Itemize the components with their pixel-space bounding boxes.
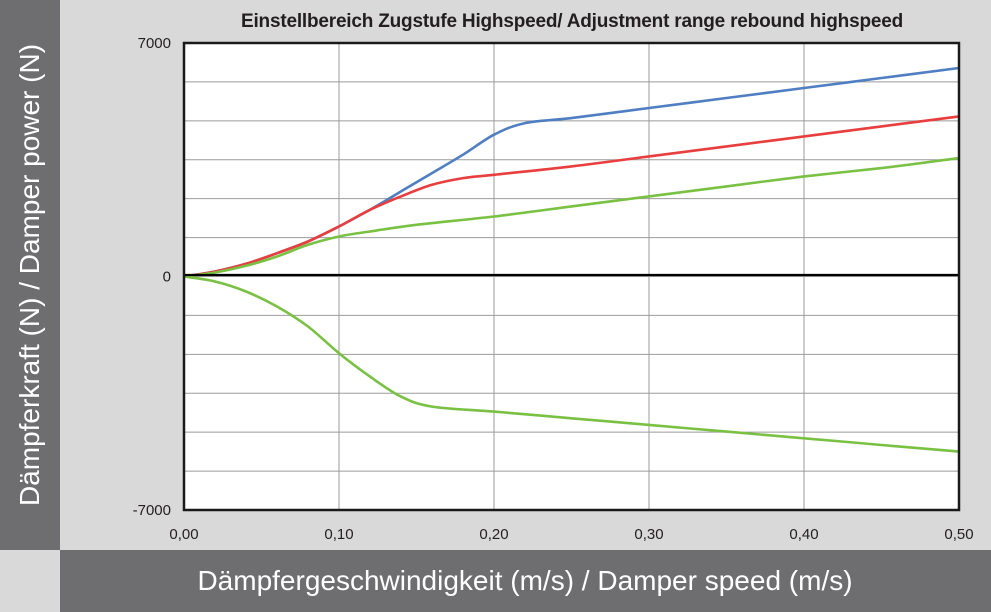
y-axis-label-band xyxy=(0,0,60,550)
x-tick-label: 0,40 xyxy=(789,526,818,543)
series-line-2 xyxy=(183,115,960,278)
y-tick-label: 0 xyxy=(163,269,171,286)
series-line-4 xyxy=(183,275,960,453)
tick-labels: 0,00 0,10 0,20 0,30 0,40 0,50 7000 0 -7000 xyxy=(133,35,974,543)
plot-border xyxy=(182,41,961,512)
x-tick-label: 0,20 xyxy=(479,526,508,543)
x-tick-label: 0,30 xyxy=(634,526,663,543)
x-axis-label-band xyxy=(60,550,991,612)
x-tick-label: 0,00 xyxy=(169,526,198,543)
grid-lines xyxy=(184,43,959,510)
chart-title: Einstellbereich Zugstufe Highspeed/ Adju… xyxy=(241,11,903,32)
x-tick-label: 0,50 xyxy=(944,526,973,543)
x-axis-label: Dämpfergeschwindigkeit (m/s) / Damper sp… xyxy=(197,565,853,596)
x-tick-label: 0,10 xyxy=(324,526,353,543)
series-line-3 xyxy=(183,156,960,278)
series-lines xyxy=(183,66,960,453)
y-tick-label: 7000 xyxy=(138,35,171,52)
y-axis-label: Dämpferkraft (N) / Damper power (N) xyxy=(14,43,45,507)
y-tick-label: -7000 xyxy=(133,502,171,519)
